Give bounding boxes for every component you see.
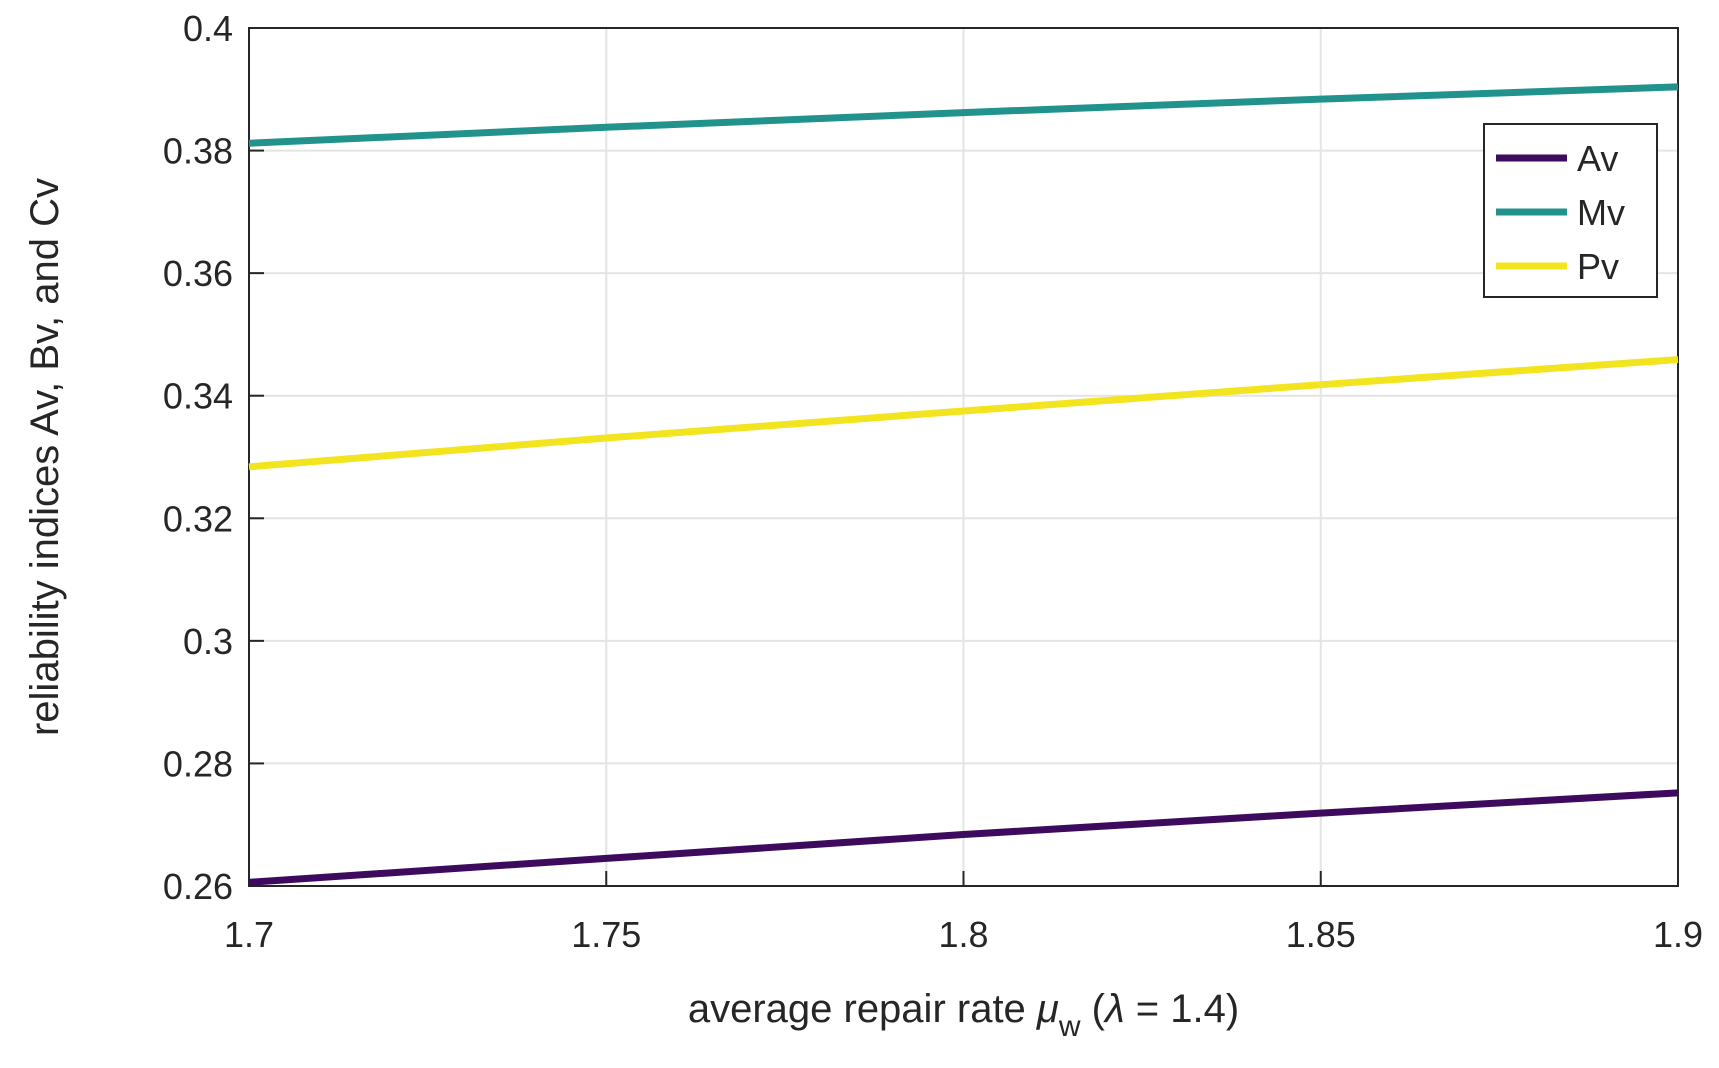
legend-label-pv: Pv: [1577, 246, 1619, 287]
x-tick-label: 1.85: [1286, 914, 1356, 955]
legend-label-mv: Mv: [1577, 192, 1625, 233]
x-tick-label: 1.7: [224, 914, 274, 955]
y-tick-label: 0.4: [183, 8, 233, 49]
y-tick-label: 0.28: [163, 743, 233, 784]
legend-label-av: Av: [1577, 138, 1618, 179]
series-line-av: [248, 789, 1679, 886]
x-tick-label: 1.8: [938, 914, 988, 955]
y-tick-label: 0.36: [163, 253, 233, 294]
x-tick-label: 1.75: [571, 914, 641, 955]
y-tick-label: 0.32: [163, 498, 233, 539]
y-axis-label: reliability indices Av, Bv, and Cv: [23, 178, 67, 736]
x-axis-label: average repair rate μw (λ = 1.4): [688, 987, 1239, 1043]
plot-border: [248, 27, 1679, 887]
series-line-mv: [248, 83, 1679, 147]
y-tick-label: 0.3: [183, 621, 233, 662]
x-tick-label: 1.9: [1653, 914, 1703, 955]
y-tick-label: 0.26: [163, 866, 233, 907]
y-tick-label: 0.34: [163, 376, 233, 417]
y-tick-label: 0.38: [163, 131, 233, 172]
series-line-pv: [248, 356, 1679, 471]
